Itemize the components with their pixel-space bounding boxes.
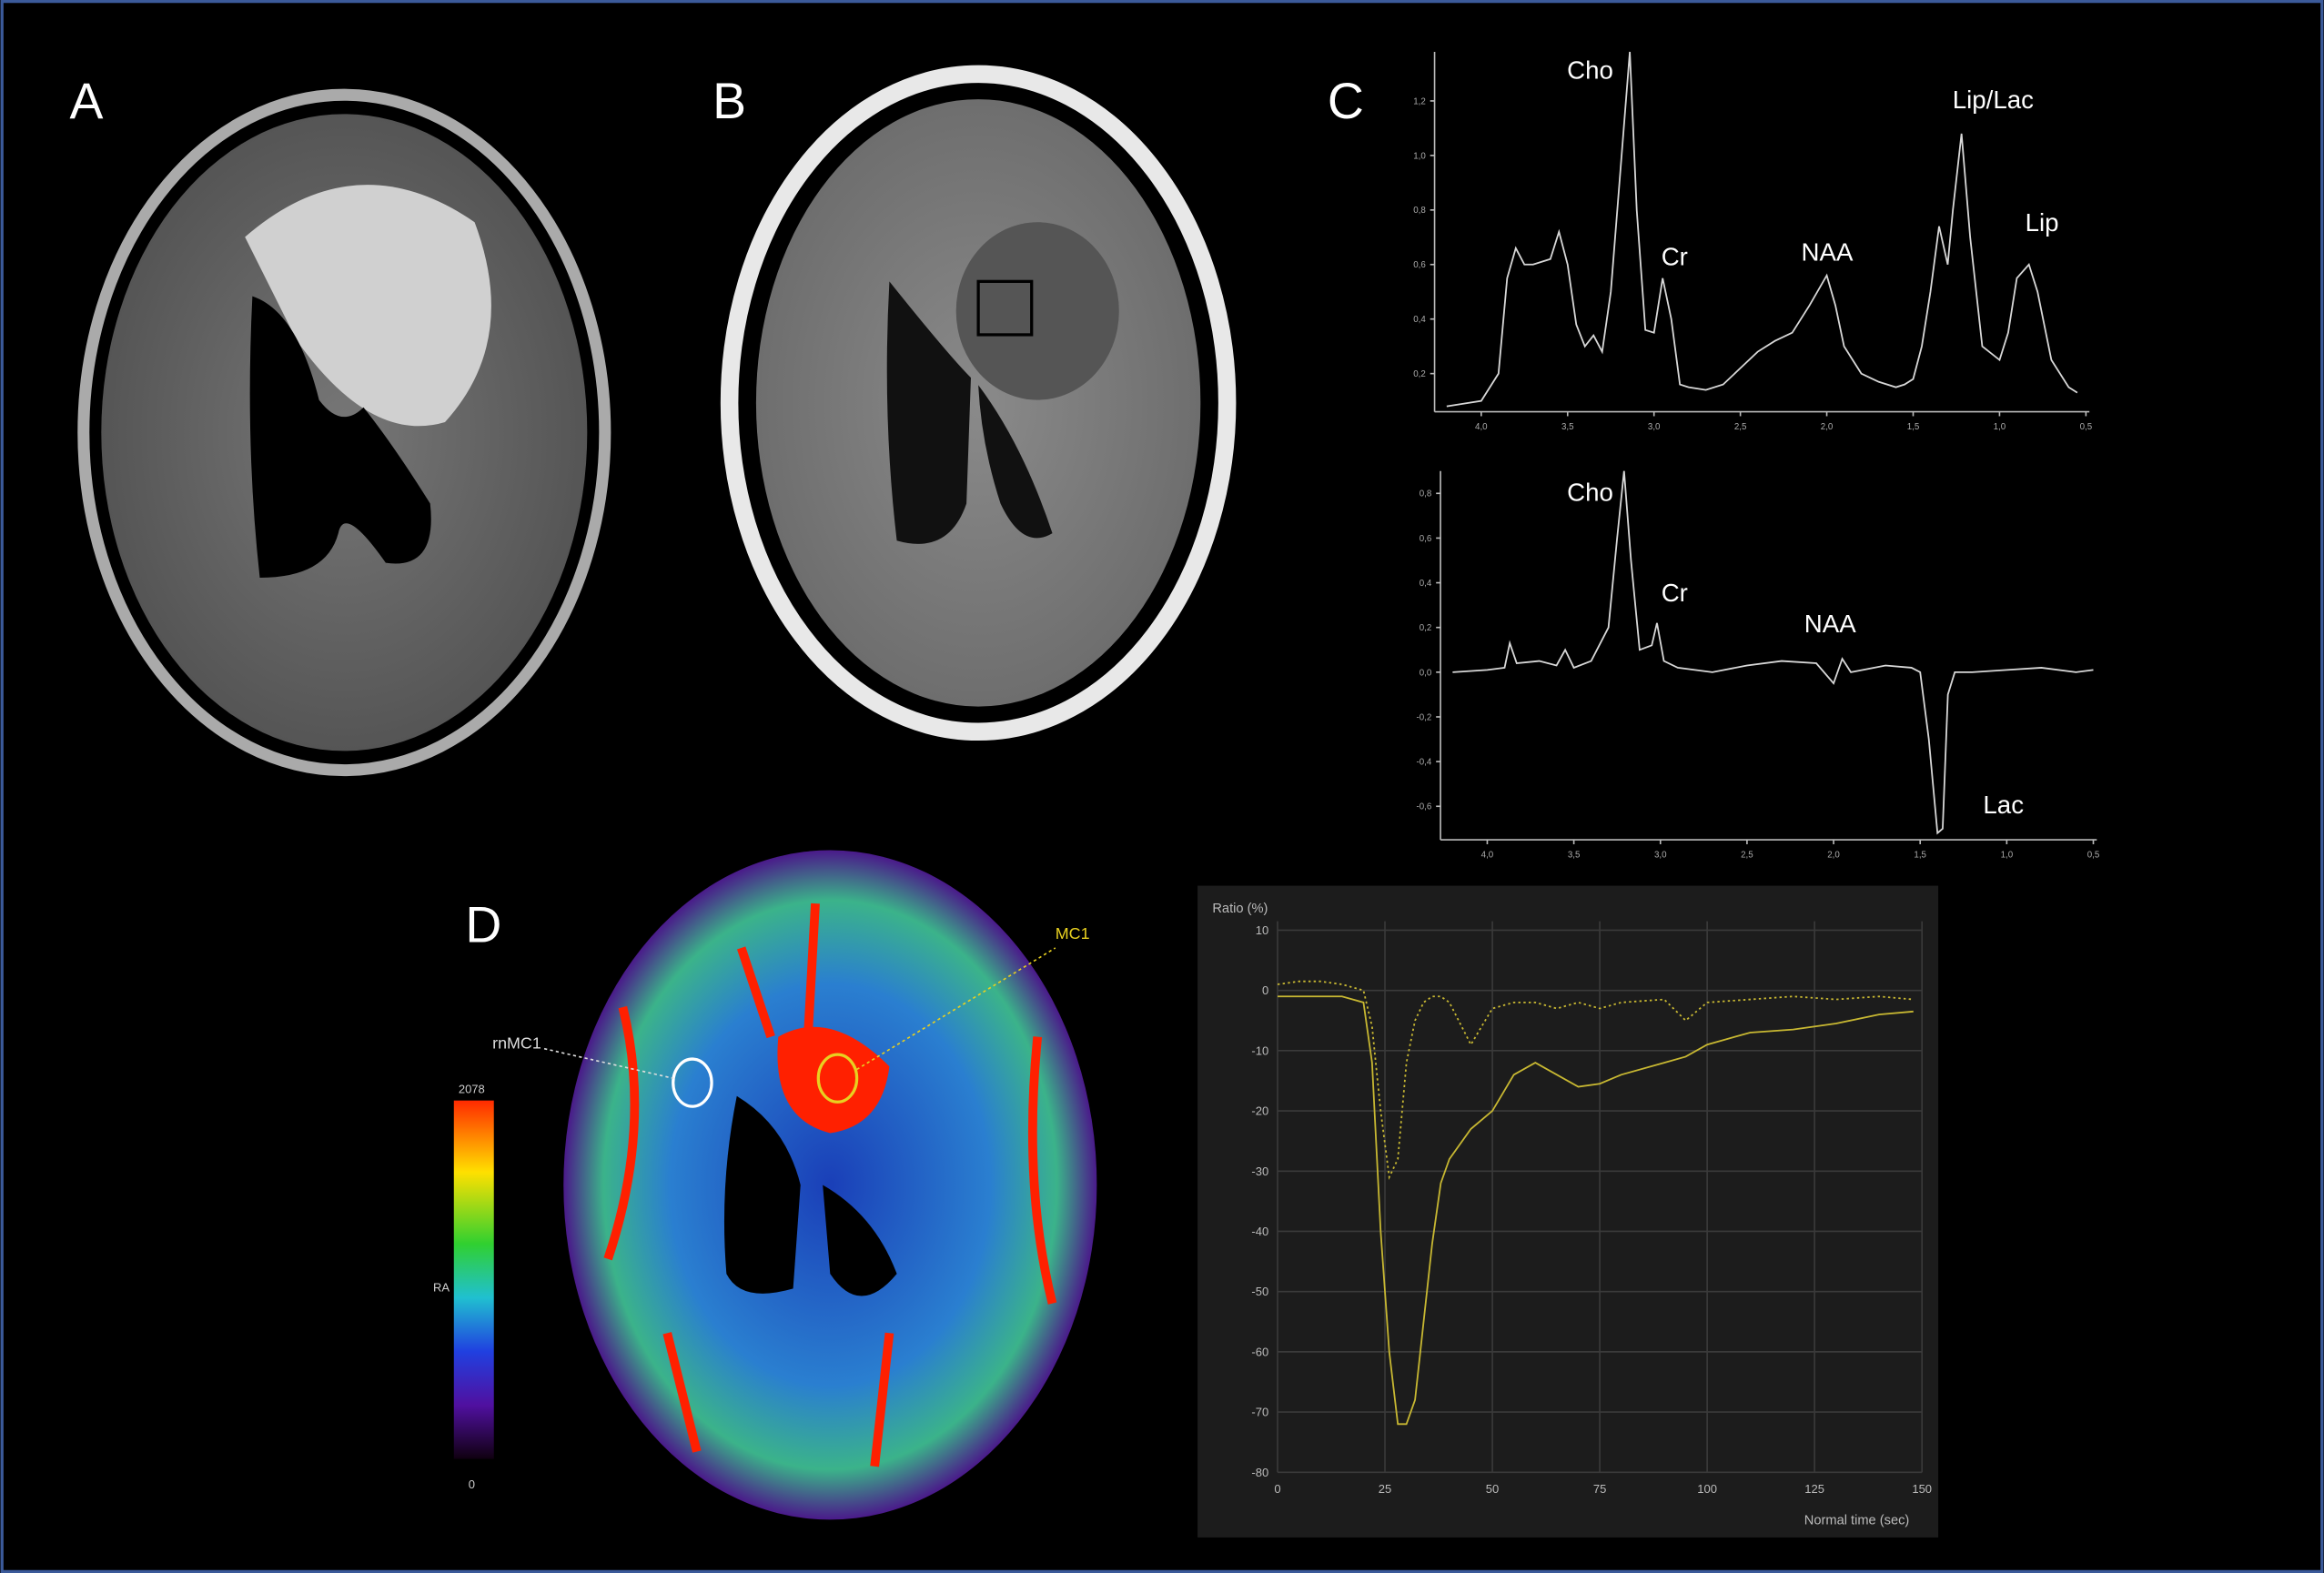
x-tick-label: 3,5: [1568, 851, 1581, 861]
y-tick-label: -60: [1251, 1345, 1268, 1358]
colorbar-label: RA: [433, 1281, 450, 1295]
y-tick-label: -80: [1251, 1466, 1268, 1479]
y-tick-label: 0,6: [1420, 534, 1432, 544]
y-tick-label: 0,2: [1413, 369, 1426, 379]
x-tick-label: 1,5: [1914, 851, 1926, 861]
peak-label: Lip/Lac: [1953, 86, 2034, 114]
y-tick-label: -0,2: [1416, 712, 1431, 722]
x-tick-label: 1,5: [1907, 422, 1920, 432]
x-tick-label: 2,0: [1827, 851, 1840, 861]
colorbar-min: 0: [469, 1477, 475, 1491]
x-axis-label: Normal time (sec): [1804, 1513, 1910, 1528]
x-tick-label: 4,0: [1475, 422, 1488, 432]
y-tick-label: 10: [1256, 923, 1268, 937]
peak-label: Lac: [1983, 791, 2024, 819]
peak-label: Cr: [1662, 242, 1688, 270]
y-tick-label: 0,2: [1420, 623, 1432, 633]
mri-a: [77, 88, 611, 777]
peak-label: Cr: [1662, 579, 1688, 607]
y-tick-label: 0: [1262, 983, 1268, 997]
x-tick-label: 25: [1379, 1482, 1391, 1496]
x-tick-label: 0: [1274, 1482, 1280, 1496]
x-tick-label: 1,0: [2001, 851, 2014, 861]
x-tick-label: 1,0: [1994, 422, 2006, 432]
x-tick-label: 3,0: [1648, 422, 1661, 432]
data-line: [1277, 995, 1914, 1426]
panel-label: B: [712, 73, 746, 129]
x-tick-label: 125: [1804, 1482, 1824, 1496]
x-tick-label: 2,5: [1741, 851, 1753, 861]
y-tick-label: 0,8: [1413, 206, 1426, 216]
data-line: [1277, 980, 1914, 1180]
peak-label: Lip: [2026, 208, 2059, 237]
data-line: [1452, 470, 2094, 835]
x-tick-label: 2,0: [1821, 422, 1834, 432]
peak-label: NAA: [1802, 238, 1854, 267]
y-tick-label: -40: [1251, 1225, 1268, 1238]
peak-label: Cho: [1567, 478, 1613, 506]
y-tick-label: 0,4: [1413, 315, 1426, 325]
colorbar-max: 2078: [459, 1083, 485, 1096]
x-tick-label: 3,0: [1654, 851, 1667, 861]
peak-label: NAA: [1804, 610, 1856, 638]
y-tick-label: -70: [1251, 1406, 1268, 1419]
panel-label: C: [1328, 73, 1364, 129]
y-axis-label: Ratio (%): [1212, 902, 1268, 916]
y-tick-label: 0,0: [1420, 668, 1432, 678]
y-tick-label: -0,4: [1416, 758, 1431, 768]
roi-label: rnMC1: [492, 1034, 541, 1053]
perfusion-map: [453, 850, 1097, 1520]
mri-b: [720, 65, 1237, 741]
peak-label: Cho: [1567, 55, 1613, 84]
x-tick-label: 3,5: [1561, 422, 1574, 432]
panel-label: D: [465, 896, 501, 953]
chart-panel: [1197, 885, 1939, 1538]
y-tick-label: 1,2: [1413, 96, 1426, 106]
x-tick-label: 2,5: [1734, 422, 1747, 432]
x-tick-label: 0,5: [2087, 851, 2100, 861]
y-tick-label: -0,6: [1416, 802, 1431, 812]
y-tick-label: -10: [1251, 1044, 1268, 1057]
x-tick-label: 0,5: [2080, 422, 2093, 432]
y-tick-label: 0,6: [1413, 260, 1426, 270]
data-line: [1446, 51, 2078, 408]
x-tick-label: 50: [1486, 1482, 1499, 1496]
x-tick-label: 4,0: [1481, 851, 1494, 861]
y-tick-label: -50: [1251, 1285, 1268, 1298]
roi-label: MC1: [1056, 924, 1090, 943]
y-tick-label: 0,4: [1420, 579, 1432, 589]
panel-label: A: [70, 73, 104, 129]
x-tick-label: 100: [1697, 1482, 1717, 1496]
y-tick-label: 0,8: [1420, 489, 1432, 499]
y-tick-label: -20: [1251, 1104, 1268, 1118]
x-tick-label: 150: [1912, 1482, 1932, 1496]
y-tick-label: -30: [1251, 1165, 1268, 1178]
y-tick-label: 1,0: [1413, 151, 1426, 161]
x-tick-label: 75: [1593, 1482, 1606, 1496]
